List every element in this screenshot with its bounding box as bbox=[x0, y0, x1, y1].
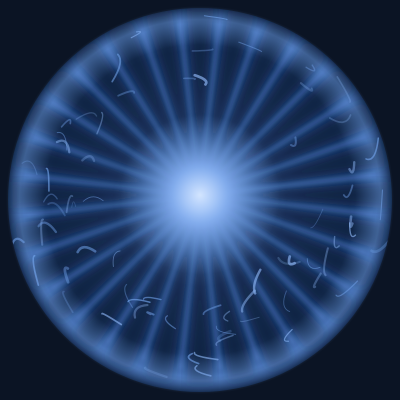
orb-core-glow bbox=[120, 115, 280, 275]
